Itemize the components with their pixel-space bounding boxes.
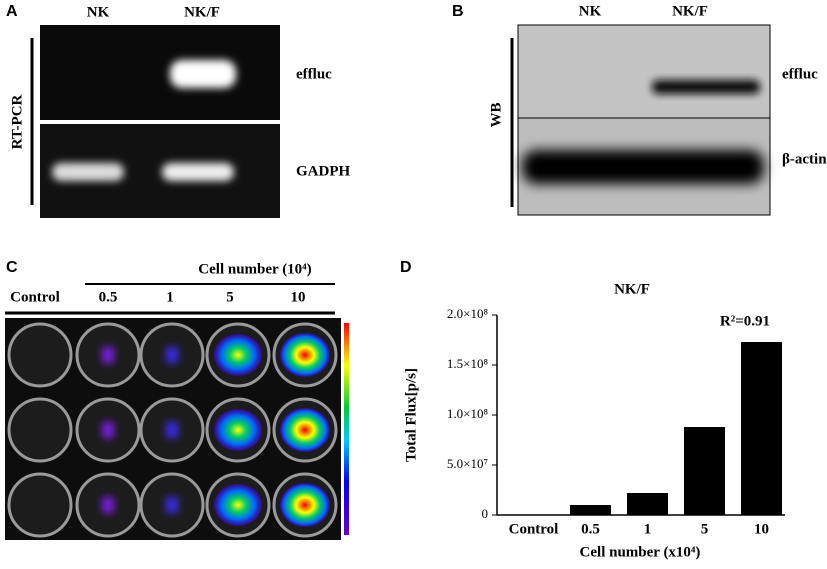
band (522, 150, 764, 184)
side-label: WB (488, 102, 504, 127)
x-tick-label: Control (509, 521, 559, 537)
signal (214, 409, 262, 451)
well (7, 472, 73, 538)
color-scale (344, 323, 349, 535)
bar (626, 493, 669, 515)
wells (7, 322, 338, 538)
panel-label: B (452, 3, 464, 20)
bar (683, 427, 726, 515)
y-tick-label: 5.0×10⁷ (447, 456, 488, 471)
x-axis-label: Cell number (x10⁴) (580, 544, 701, 560)
bar (569, 505, 612, 515)
signal (102, 497, 114, 513)
y-tick-label: 1.0×10⁸ (447, 406, 489, 421)
signal (280, 483, 330, 527)
annotation: R²=0.91 (720, 313, 770, 329)
lane-label: NK/F (184, 4, 220, 20)
column-label: 1 (166, 289, 174, 305)
band (162, 163, 234, 181)
signal (280, 408, 330, 452)
lane-label: NK (87, 4, 110, 20)
column-label: 5 (226, 289, 234, 305)
signal (166, 422, 178, 438)
panel-b: B NK NK/F WB effluc β-actin (452, 3, 827, 216)
blot (517, 24, 771, 119)
x-tick-label: 0.5 (581, 521, 600, 537)
gel (40, 25, 280, 120)
signal (102, 422, 114, 438)
signal (280, 333, 330, 377)
panel-label: D (400, 259, 412, 276)
band (170, 60, 236, 88)
panel-label: C (6, 259, 18, 276)
bar (740, 342, 783, 515)
band (652, 80, 760, 94)
x-tick-label: 1 (644, 521, 652, 537)
header: Cell number (10⁴) (198, 261, 311, 277)
panel-label: A (6, 3, 18, 20)
x-tick-label: 5 (701, 521, 709, 537)
row-label: GADPH (296, 163, 350, 179)
chart-title: NK/F (614, 281, 650, 297)
y-axis-label: Total Flux[p/s] (403, 368, 419, 462)
y-tick-label: 1.5×10⁸ (447, 356, 489, 371)
signal (166, 497, 178, 513)
y-tick-label: 2.0×10⁸ (447, 306, 489, 321)
panel-c: C Cell number (10⁴) Control 0.5 1 5 10 (5, 259, 349, 540)
column-label: 0.5 (99, 289, 118, 305)
column-label: 10 (291, 289, 306, 305)
x-tick-label: 10 (754, 521, 769, 537)
signal (166, 347, 178, 363)
signal (102, 347, 114, 363)
side-label: RT-PCR (9, 94, 25, 149)
lane-label: NK/F (672, 3, 708, 19)
y-tick-label: 0 (482, 506, 489, 521)
row-label: effluc (296, 66, 332, 82)
column-label: Control (10, 289, 60, 305)
well (7, 397, 73, 463)
row-label: effluc (782, 66, 818, 82)
row-label: β-actin (782, 151, 827, 167)
signal (214, 484, 262, 526)
signal (214, 334, 262, 376)
well (7, 322, 73, 388)
panel-a: A NK NK/F RT-PCR effluc GADPH (6, 3, 350, 218)
panel-d: D NK/F R²=0.91 Total Flux[p/s] Cell numb… (400, 259, 785, 560)
band (52, 163, 124, 181)
lane-label: NK (579, 3, 602, 19)
